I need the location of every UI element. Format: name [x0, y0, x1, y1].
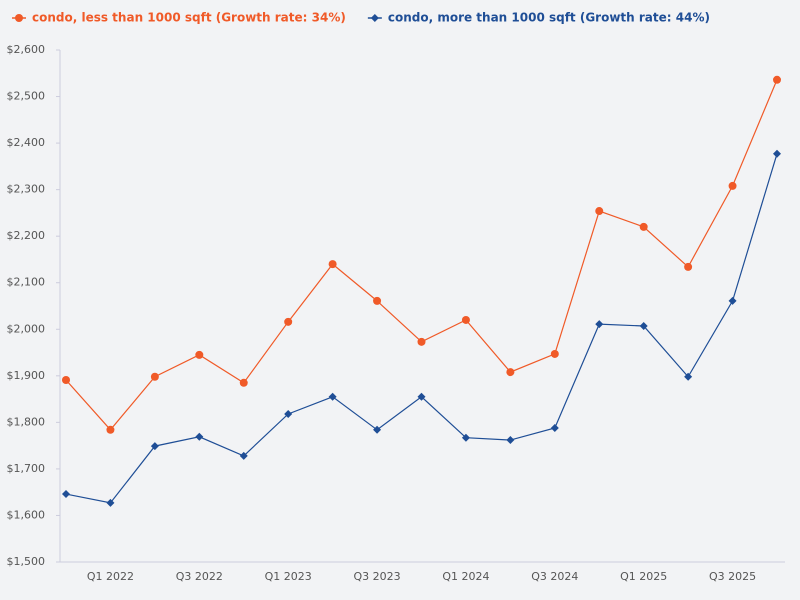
point: [195, 350, 204, 359]
point: [417, 337, 426, 346]
point: [639, 322, 648, 331]
y-tick-label: $2,500: [7, 90, 46, 103]
point: [195, 432, 204, 441]
x-tick-label: Q3 2025: [709, 570, 756, 583]
y-tick-label: $2,000: [7, 322, 46, 335]
point: [373, 296, 382, 305]
point: [62, 376, 70, 385]
point: [150, 442, 159, 451]
x-tick-label: Q1 2022: [87, 570, 134, 583]
point: [370, 14, 379, 22]
point: [328, 260, 337, 269]
series-line: [65, 79, 778, 431]
x-tick-label: Q1 2025: [620, 570, 667, 583]
point: [417, 392, 426, 401]
point: [239, 451, 248, 460]
point: [506, 436, 515, 445]
x-tick-label: Q3 2024: [531, 570, 578, 583]
point: [728, 296, 737, 305]
y-tick-label: $2,600: [7, 43, 46, 56]
point: [106, 498, 115, 507]
point: [239, 378, 248, 387]
point: [15, 14, 23, 22]
legend-label: condo, more than 1000 sqft (Growth rate:…: [388, 11, 710, 25]
point: [550, 349, 559, 358]
point: [550, 423, 559, 432]
y-tick-label: $1,600: [7, 508, 46, 521]
x-tick-label: Q3 2023: [353, 570, 400, 583]
point: [328, 392, 337, 401]
series-line: [65, 153, 778, 504]
point: [461, 315, 470, 324]
point: [461, 433, 470, 442]
point: [639, 222, 648, 231]
point: [506, 368, 515, 377]
y-tick-label: $1,800: [7, 415, 46, 428]
point: [728, 181, 737, 190]
y-tick-label: $1,700: [7, 462, 46, 475]
x-tick-label: Q1 2024: [442, 570, 489, 583]
y-tick-label: $2,200: [7, 229, 46, 242]
x-tick-label: Q1 2023: [265, 570, 312, 583]
point: [595, 207, 604, 216]
point: [62, 490, 70, 499]
point: [684, 262, 693, 271]
point: [773, 149, 781, 158]
x-tick-label: Q3 2022: [176, 570, 223, 583]
point: [150, 372, 159, 381]
legend-label: condo, less than 1000 sqft (Growth rate:…: [32, 11, 346, 25]
point: [595, 320, 604, 329]
point: [773, 75, 781, 84]
y-tick-label: $1,500: [7, 555, 46, 568]
y-tick-label: $2,100: [7, 276, 46, 289]
point: [284, 409, 293, 418]
point: [106, 425, 115, 434]
y-tick-label: $2,300: [7, 183, 46, 196]
point: [284, 317, 293, 326]
y-tick-label: $1,900: [7, 369, 46, 382]
point: [373, 425, 382, 434]
y-tick-label: $2,400: [7, 136, 46, 149]
point: [684, 372, 693, 381]
